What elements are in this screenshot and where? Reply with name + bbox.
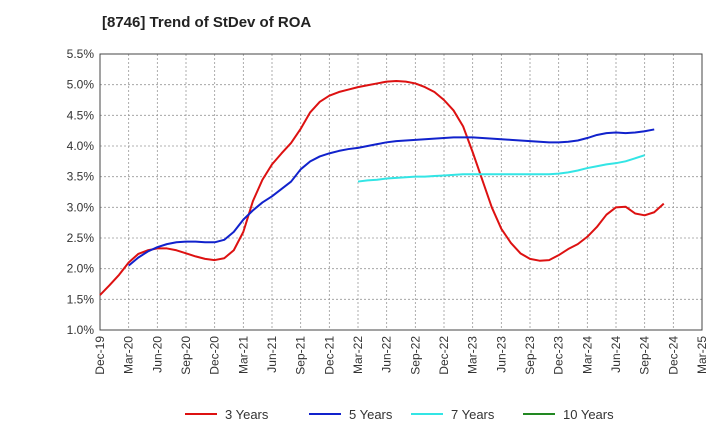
x-tick-label: Jun-21 [265, 336, 279, 373]
x-tick-label: Sep-21 [294, 336, 308, 375]
x-tick-label: Jun-20 [150, 336, 164, 373]
legend-label: 10 Years [563, 407, 614, 422]
series-line-5-years [128, 128, 655, 267]
legend-label: 3 Years [225, 407, 269, 422]
plot-area [99, 53, 703, 331]
x-tick-label: Dec-24 [666, 336, 680, 375]
x-tick-label: Sep-22 [408, 336, 422, 375]
y-tick-label: 3.5% [67, 170, 95, 184]
x-tick-label: Mar-25 [695, 336, 709, 374]
x-tick-label: Mar-24 [580, 336, 594, 374]
series-line-3-years [99, 79, 665, 296]
x-tick-label: Dec-22 [437, 336, 451, 375]
y-tick-label: 5.5% [67, 47, 95, 61]
y-tick-label: 4.5% [67, 108, 95, 122]
x-tick-label: Mar-20 [122, 336, 136, 374]
y-tick-label: 4.0% [67, 139, 95, 153]
y-tick-label: 1.5% [67, 292, 95, 306]
x-tick-label: Dec-20 [208, 336, 222, 375]
x-tick-label: Dec-23 [552, 336, 566, 375]
x-tick-label: Dec-21 [322, 336, 336, 375]
x-tick-label: Dec-19 [93, 336, 107, 375]
grid-lines [99, 53, 703, 331]
x-tick-label: Sep-24 [638, 336, 652, 375]
x-tick-label: Jun-22 [380, 336, 394, 373]
x-tick-label: Sep-20 [179, 336, 193, 375]
chart-title: [8746] Trend of StDev of ROA [102, 14, 312, 31]
x-tick-label: Sep-23 [523, 336, 537, 375]
series-layer [99, 79, 665, 296]
x-tick-label: Jun-23 [494, 336, 508, 373]
x-tick-label: Mar-21 [236, 336, 250, 374]
legend: 3 Years 5 Years 7 Years 10 Years [185, 407, 614, 422]
y-tick-label: 1.0% [67, 323, 95, 337]
x-tick-label: Mar-23 [466, 336, 480, 374]
x-axis-ticks: Dec-19 Mar-20 Jun-20 Sep-20 Dec-20 Mar-21 Jun-… [93, 336, 709, 375]
y-tick-label: 5.0% [67, 78, 95, 92]
legend-label: 7 Years [451, 407, 495, 422]
x-tick-label: Mar-22 [351, 336, 365, 374]
y-axis-ticks: 1.0% 1.5% 2.0% 2.5% 3.0% 3.5% 4.0% 4.5% 5.0% 5.5% [67, 47, 95, 337]
y-tick-label: 3.0% [67, 200, 95, 214]
series-line-7-years [357, 154, 645, 183]
legend-label: 5 Years [349, 407, 393, 422]
y-tick-label: 2.5% [67, 231, 95, 245]
x-tick-label: Jun-24 [609, 336, 623, 373]
y-tick-label: 2.0% [67, 262, 95, 276]
